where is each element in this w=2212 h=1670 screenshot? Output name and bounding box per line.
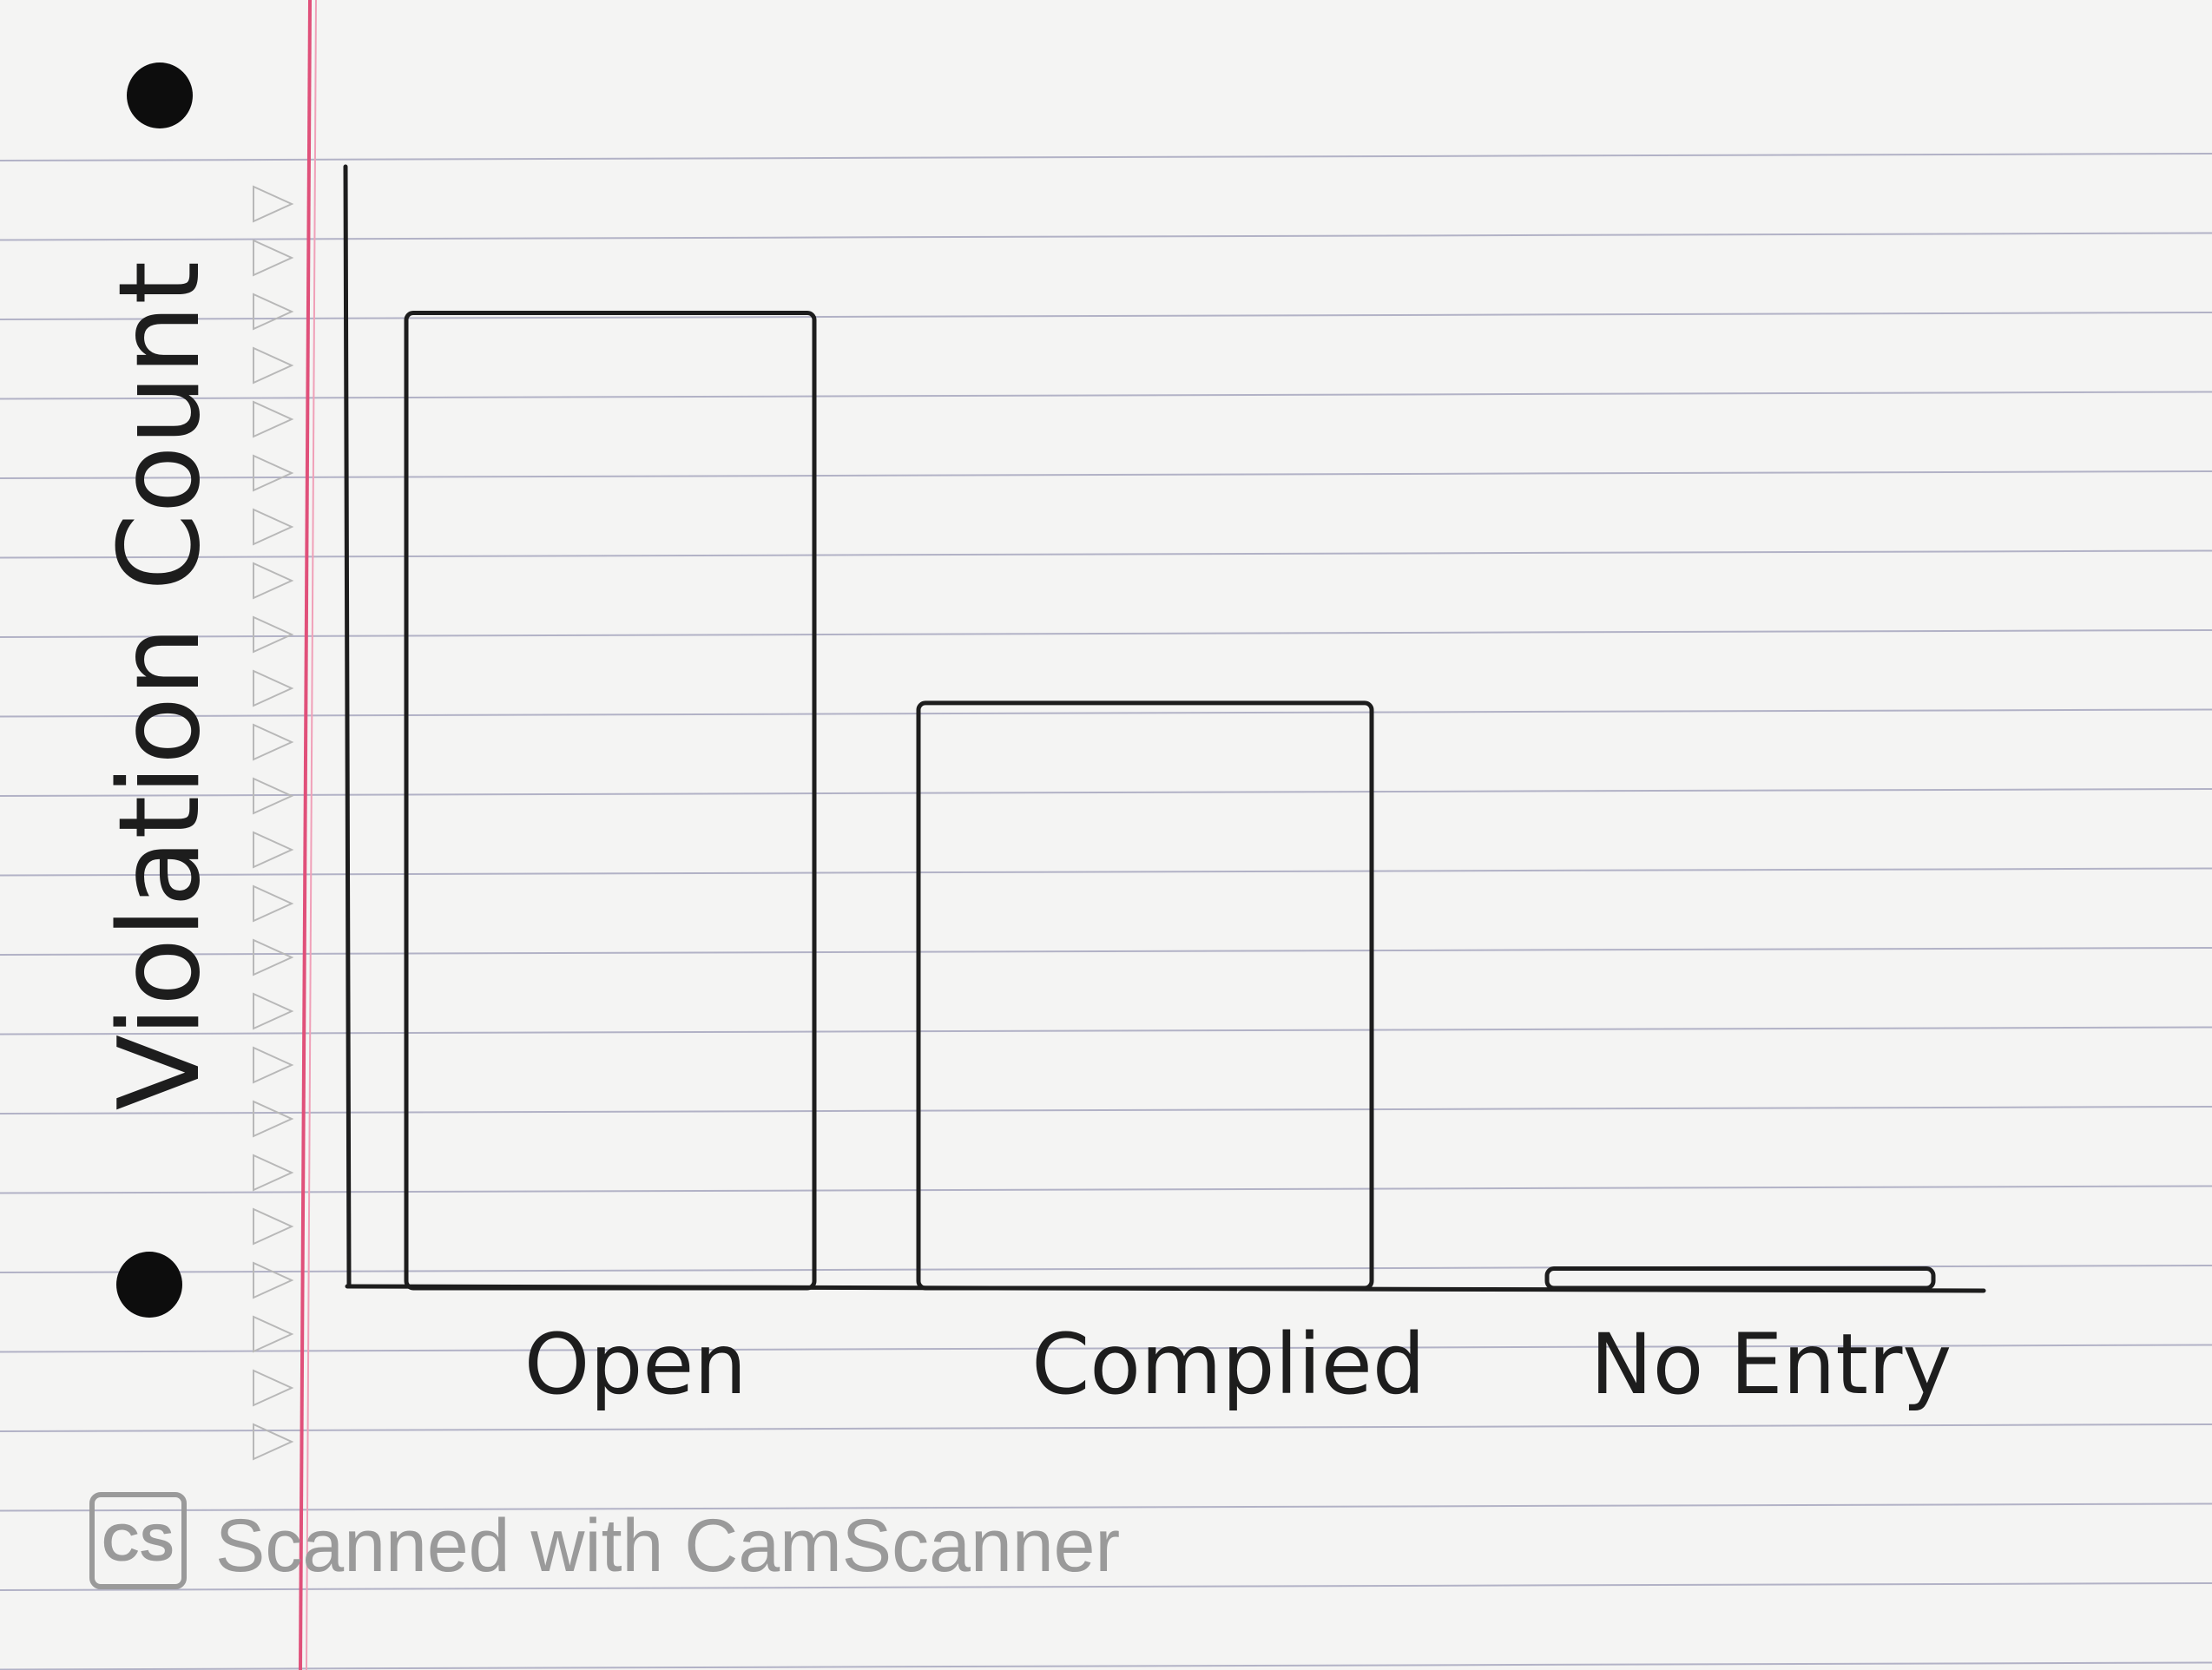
rule-line bbox=[0, 629, 2212, 638]
rule-line bbox=[0, 708, 2212, 718]
triangle-mark bbox=[253, 400, 294, 438]
rule-line bbox=[0, 1106, 2212, 1114]
triangle-mark bbox=[253, 1046, 294, 1084]
triangle-mark bbox=[253, 454, 294, 492]
triangle-mark bbox=[253, 346, 294, 385]
rule-line bbox=[0, 1661, 2212, 1670]
bars-group bbox=[404, 311, 1936, 1291]
x-tick-label-open: Open bbox=[524, 1316, 747, 1413]
edge-triangle-marks bbox=[253, 185, 294, 1461]
triangle-mark bbox=[253, 1154, 294, 1192]
triangle-mark bbox=[253, 831, 294, 869]
rule-line bbox=[0, 1502, 2212, 1512]
triangle-mark bbox=[253, 723, 294, 761]
triangle-mark bbox=[253, 1100, 294, 1138]
bar-no-entry bbox=[1544, 1266, 1936, 1291]
triangle-mark bbox=[253, 508, 294, 546]
rule-line bbox=[0, 549, 2212, 559]
triangle-mark bbox=[253, 1369, 294, 1407]
x-tick-label-no-entry: No Entry bbox=[1590, 1316, 1952, 1413]
bar-complied bbox=[916, 700, 1374, 1291]
triangle-mark bbox=[253, 1315, 294, 1353]
rule-line bbox=[0, 312, 2212, 320]
rule-line bbox=[0, 391, 2212, 400]
rule-line bbox=[0, 470, 2212, 479]
ruled-lines bbox=[0, 153, 2212, 1670]
triangle-mark bbox=[253, 992, 294, 1030]
rule-line bbox=[0, 1582, 2212, 1591]
y-axis bbox=[343, 164, 352, 1287]
rule-line bbox=[0, 947, 2212, 956]
camscanner-logo-text: CS bbox=[102, 1514, 174, 1572]
camscanner-logo bbox=[89, 1492, 187, 1589]
triangle-mark bbox=[253, 1261, 294, 1299]
rule-line bbox=[0, 1423, 2212, 1432]
triangle-mark bbox=[253, 669, 294, 707]
rule-line bbox=[0, 153, 2212, 161]
binder-hole-bottom bbox=[116, 1252, 182, 1318]
margin-line-shadow bbox=[306, 0, 317, 1670]
rule-line bbox=[0, 788, 2212, 797]
margin-line bbox=[299, 0, 312, 1670]
y-axis-label: Violation Count bbox=[95, 261, 225, 1111]
triangle-mark bbox=[253, 884, 294, 923]
camscanner-watermark: CS Scanned with CamScanner bbox=[89, 1492, 1120, 1589]
triangle-mark bbox=[253, 293, 294, 331]
triangle-mark bbox=[253, 185, 294, 223]
triangle-mark bbox=[253, 1207, 294, 1246]
x-tick-label-complied: Complied bbox=[1031, 1316, 1425, 1413]
triangle-mark bbox=[253, 938, 294, 976]
triangle-mark bbox=[253, 562, 294, 600]
rule-line bbox=[0, 1344, 2212, 1353]
rule-line bbox=[0, 867, 2212, 877]
rule-line bbox=[0, 1026, 2212, 1036]
camscanner-text: Scanned with CamScanner bbox=[215, 1504, 1120, 1588]
triangle-mark bbox=[253, 777, 294, 815]
triangle-mark bbox=[253, 239, 294, 277]
rule-line bbox=[0, 1185, 2212, 1194]
rule-line bbox=[0, 232, 2212, 241]
binder-hole-top bbox=[127, 62, 193, 128]
bar-open bbox=[404, 311, 817, 1291]
triangle-mark bbox=[253, 615, 294, 654]
x-tick-labels: Open Complied No Entry bbox=[524, 1316, 1952, 1413]
triangle-mark bbox=[253, 1423, 294, 1461]
